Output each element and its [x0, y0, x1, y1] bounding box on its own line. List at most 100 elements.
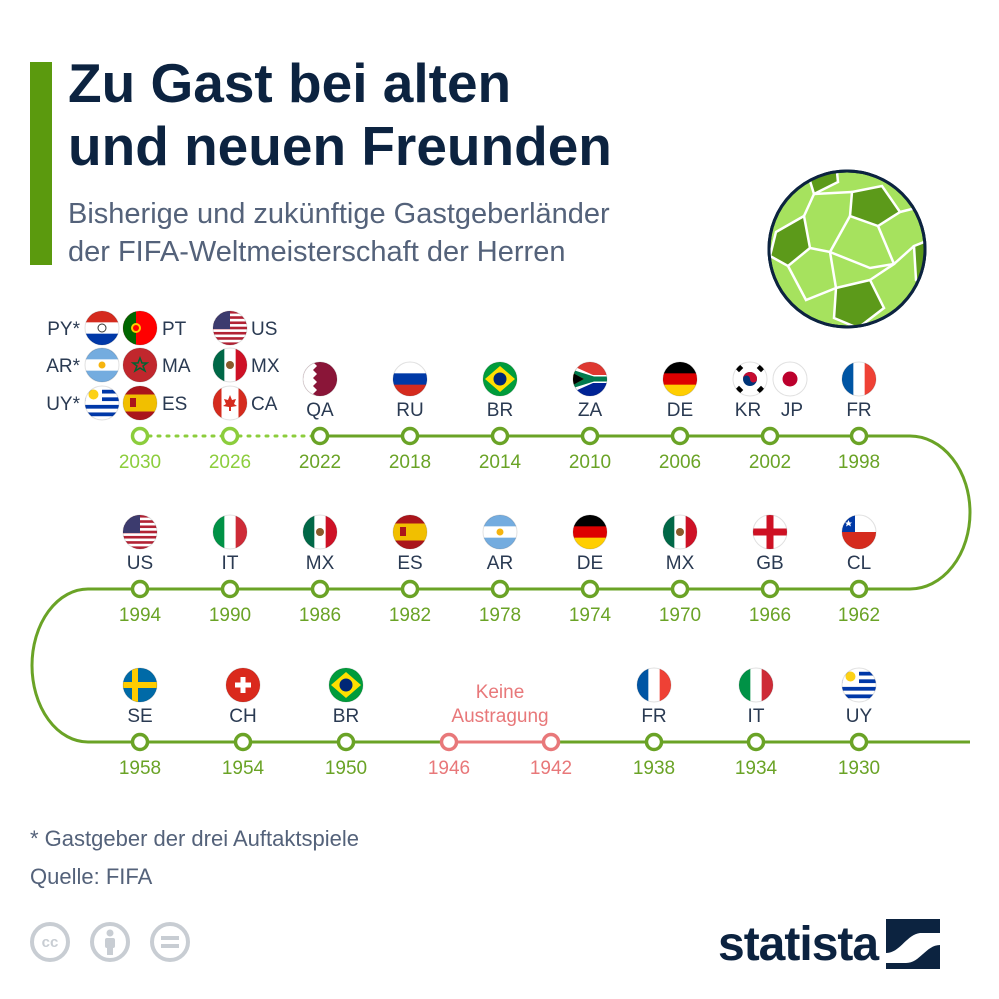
statista-logo[interactable]: statista	[718, 914, 941, 974]
southafrica-flag-icon	[572, 361, 608, 397]
spain-flag-icon	[122, 385, 158, 421]
node-2006	[670, 426, 690, 446]
node-1970	[670, 579, 690, 599]
host-code-qa-2022: QA	[306, 400, 334, 421]
node-1998	[849, 426, 869, 446]
year-label-1958: 1958	[119, 758, 161, 779]
spain-flag-icon	[392, 514, 428, 550]
host-code-mx-1986: MX	[306, 553, 335, 574]
italy-flag-icon	[738, 667, 774, 703]
host-code-za-2010: ZA	[578, 400, 603, 421]
mexico-flag-icon	[302, 514, 338, 550]
host-code-uy-star-2030: UY*	[46, 394, 80, 415]
title-accent-bar	[30, 62, 52, 265]
year-label-1942: 1942	[530, 758, 572, 779]
mexico-flag-icon	[662, 514, 698, 550]
node-2010	[580, 426, 600, 446]
year-label-1934: 1934	[735, 758, 778, 779]
canada-flag-icon	[212, 385, 248, 421]
node-1930	[849, 732, 869, 752]
chile-flag-icon	[841, 514, 877, 550]
nd-icon[interactable]	[150, 922, 190, 962]
chart-subtitle: Bisherige und zukünftige Gastgeberländer…	[68, 198, 610, 268]
brazil-flag-icon	[482, 361, 518, 397]
year-label-2022: 2022	[299, 452, 341, 473]
germany-flag-icon	[662, 361, 698, 397]
host-code-br-2014: BR	[487, 400, 513, 421]
morocco-flag-icon	[122, 347, 158, 383]
germany-flag-icon	[572, 514, 608, 550]
node-1978	[490, 579, 510, 599]
uruguay-flag-icon	[841, 667, 877, 703]
node-1934	[746, 732, 766, 752]
mexico-flag-icon	[212, 347, 248, 383]
node-1962	[849, 579, 869, 599]
year-label-1966: 1966	[749, 605, 791, 626]
cc-icon[interactable]: cc	[30, 922, 70, 962]
year-label-1954: 1954	[222, 758, 265, 779]
year-label-1938: 1938	[633, 758, 675, 779]
year-label-2018: 2018	[389, 452, 431, 473]
argentina-flag-icon	[482, 514, 518, 550]
host-code-se-1958: SE	[127, 706, 152, 727]
korea-flag-icon	[732, 361, 768, 397]
host-code-ca-2026: CA	[251, 394, 278, 415]
node-2002	[760, 426, 780, 446]
host-code-ma-2030: MA	[162, 356, 191, 377]
year-label-1950: 1950	[325, 758, 367, 779]
host-code-pt-2030: PT	[162, 319, 187, 340]
timeline-marks: 2030 PY* AR* UY* PT MA ES 2026 US MX CA 2022 QA 2018 R…	[46, 310, 880, 779]
chart-title: Zu Gast bei alten und neuen Freunden	[68, 52, 612, 177]
node-1994	[130, 579, 150, 599]
host-code-ru-2018: RU	[396, 400, 423, 421]
year-label-2014: 2014	[479, 452, 522, 473]
statista-wordmark: statista	[718, 917, 879, 971]
host-code-cl-1962: CL	[847, 553, 871, 574]
sweden-flag-icon	[122, 667, 158, 703]
host-code-fr-1938: FR	[641, 706, 666, 727]
brazil-flag-icon	[328, 667, 364, 703]
host-code-fr-1998: FR	[846, 400, 871, 421]
host-code-de-2006: DE	[667, 400, 693, 421]
year-label-2030: 2030	[119, 452, 161, 473]
year-label-1962: 1962	[838, 605, 880, 626]
argentina-flag-icon	[84, 347, 120, 383]
by-icon[interactable]	[90, 922, 130, 962]
node-1990	[220, 579, 240, 599]
node-1986	[310, 579, 330, 599]
year-label-1930: 1930	[838, 758, 880, 779]
france-flag-icon	[636, 667, 672, 703]
year-label-2010: 2010	[569, 452, 611, 473]
host-code-de-1974: DE	[577, 553, 603, 574]
year-label-1982: 1982	[389, 605, 431, 626]
source-note: Quelle: FIFA	[30, 864, 153, 889]
usa-flag-icon	[212, 310, 248, 346]
soccer-ball-icon	[767, 169, 927, 329]
host-code-it-1990: IT	[222, 553, 239, 574]
node-2026	[220, 426, 240, 446]
host-code-ar-star-2030: AR*	[46, 356, 80, 377]
host-code-py-star-2030: PY*	[47, 319, 80, 340]
cancelled-label-line-2: Austragung	[451, 706, 548, 727]
paraguay-flag-icon	[84, 310, 120, 346]
france-flag-icon	[841, 361, 877, 397]
node-1958	[130, 732, 150, 752]
japan-flag-icon	[772, 361, 808, 397]
node-1942	[541, 732, 561, 752]
node-2018	[400, 426, 420, 446]
node-1946	[439, 732, 459, 752]
qatar-flag-icon	[302, 361, 338, 397]
year-label-1994: 1994	[119, 605, 162, 626]
year-label-1974: 1974	[569, 605, 612, 626]
node-1950	[336, 732, 356, 752]
usa-flag-icon	[122, 514, 158, 550]
russia-flag-icon	[392, 361, 428, 397]
node-1966	[760, 579, 780, 599]
switzerland-flag-icon	[225, 667, 261, 703]
host-code-br-1950: BR	[333, 706, 359, 727]
uruguay-flag-icon	[84, 385, 120, 421]
portugal-flag-icon	[122, 310, 158, 346]
year-label-1998: 1998	[838, 452, 880, 473]
footnote: * Gastgeber der drei Auftaktspiele	[30, 826, 359, 851]
